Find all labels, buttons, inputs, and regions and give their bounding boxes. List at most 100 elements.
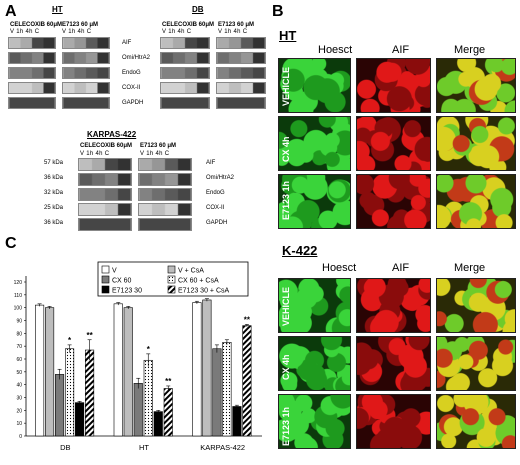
hoechst-image [278, 278, 351, 333]
blot-band-row [138, 173, 192, 186]
blot-band-row [216, 52, 266, 64]
micro-row-label: E7123 1h [281, 406, 291, 446]
ht-cx-header: CELECOXIB 60μM [10, 22, 63, 28]
legend-swatch [101, 285, 110, 294]
ht-col-merge: Merge [454, 44, 486, 56]
legend-label: V + CsA [178, 268, 204, 275]
micro-row-label: CX 4h [281, 354, 291, 380]
ht-cx-lanes: V 1h 4h C [10, 29, 40, 35]
blot-band-row [160, 82, 210, 94]
ht-col-aif: AIF [392, 44, 410, 56]
blot-band-row [216, 82, 266, 94]
blot-band-row [8, 52, 56, 64]
blot-band-row [216, 97, 266, 109]
blot-band-row [62, 67, 110, 79]
blot-band-row [78, 158, 132, 171]
blot-marker-label: Omi/HtrA2 [206, 175, 235, 181]
legend-label: CX 60 [112, 278, 132, 285]
bar [85, 349, 95, 437]
blot-band-row [62, 37, 110, 49]
blot-marker-label: GAPDH [122, 100, 144, 106]
db-e7123-header: E7123 60 μM [218, 22, 255, 28]
panel-a-letter: A [5, 3, 17, 20]
blot-marker-label: 32 kDa [44, 190, 64, 196]
blot-band-row [78, 188, 132, 201]
significance-marker: ** [244, 315, 251, 324]
blot-band-row [138, 188, 192, 201]
bar [65, 348, 75, 437]
ht-e-lanes: V 1h 4h C [62, 29, 92, 35]
bar [35, 304, 45, 437]
bar [55, 374, 65, 437]
hoechst-image [278, 174, 351, 229]
merge-image [436, 116, 516, 171]
ht-col-hoechst: Hoesct [318, 44, 353, 56]
blot-band-row [8, 82, 56, 94]
x-category-label: KARPAS-422 [200, 443, 245, 452]
karpas-e7123-header: E7123 60 μM [140, 143, 177, 149]
bar [242, 325, 252, 437]
blot-marker-label: AIF [122, 40, 132, 46]
y-tick-label: 10 [16, 421, 22, 427]
karpas-cx-lanes: V 1h 4h C [80, 151, 110, 157]
blot-band-row [138, 218, 192, 231]
k422-col-aif: AIF [392, 262, 410, 274]
bar [143, 359, 153, 437]
blot-band-row [78, 218, 132, 231]
hoechst-image [278, 394, 351, 449]
bar [133, 383, 143, 437]
y-tick-label: 70 [16, 344, 22, 350]
blot-band-row [138, 203, 192, 216]
karpas-e-lanes: V 1h 4h C [140, 151, 170, 157]
blot-band-row [62, 97, 110, 109]
viability-bar-chart: V V + CsA CX 60 CX 60 + CsA E7123 30 E7123 30… [14, 261, 262, 452]
merge-image [436, 278, 516, 333]
x-category-label: DB [60, 443, 70, 452]
db-cx-header: CELECOXIB 60μM [162, 22, 215, 28]
chart-legend: V V + CsA CX 60 CX 60 + CsA E7123 30 E7123 30… [97, 261, 249, 297]
micro-row-label: VEHICLE [281, 286, 291, 326]
hoechst-image [278, 116, 351, 171]
bar [222, 342, 232, 437]
significance-marker: ** [165, 377, 172, 386]
blot-band-row [160, 67, 210, 79]
karpas-blot-title: KARPAS-422 [87, 130, 137, 139]
blot-band-row [78, 173, 132, 186]
micro-row-label: E7123 1h [281, 180, 291, 220]
merge-image [436, 336, 516, 391]
y-tick-label: 60 [16, 357, 22, 363]
blot-band-row [8, 37, 56, 49]
legend-label: V [112, 268, 117, 275]
significance-marker: ** [86, 331, 93, 340]
y-tick-label: 40 [16, 383, 22, 389]
aif-image [356, 116, 431, 171]
significance-marker: * [68, 336, 72, 345]
blot-band-row [138, 158, 192, 171]
significance-marker: * [147, 345, 151, 354]
blot-marker-label: EndoG [206, 190, 225, 196]
bar [202, 299, 212, 437]
bar [212, 348, 222, 437]
aif-image [356, 278, 431, 333]
blot-band-row [62, 52, 110, 64]
bar [232, 406, 242, 437]
aif-image [356, 394, 431, 449]
karpas-cx-header: CELECOXIB 60μM [80, 143, 133, 149]
blot-marker-label: COX-II [122, 85, 141, 91]
k422-micro-title: K-422 [282, 243, 318, 258]
hoechst-image [278, 58, 351, 113]
blot-marker-label: Omi/HtrA2 [122, 55, 151, 61]
bar [153, 411, 163, 437]
y-tick-label: 20 [16, 408, 22, 414]
aif-image [356, 174, 431, 229]
blot-band-row [62, 82, 110, 94]
blot-marker-label: GAPDH [206, 220, 228, 226]
bar [192, 302, 202, 437]
blot-band-row [160, 37, 210, 49]
db-e-lanes: V 1h 4h C [218, 29, 248, 35]
y-tick-label: 90 [16, 319, 22, 325]
y-tick-label: 50 [16, 370, 22, 376]
legend-label: CX 60 + CsA [178, 278, 219, 285]
blot-marker-label: AIF [206, 160, 216, 166]
